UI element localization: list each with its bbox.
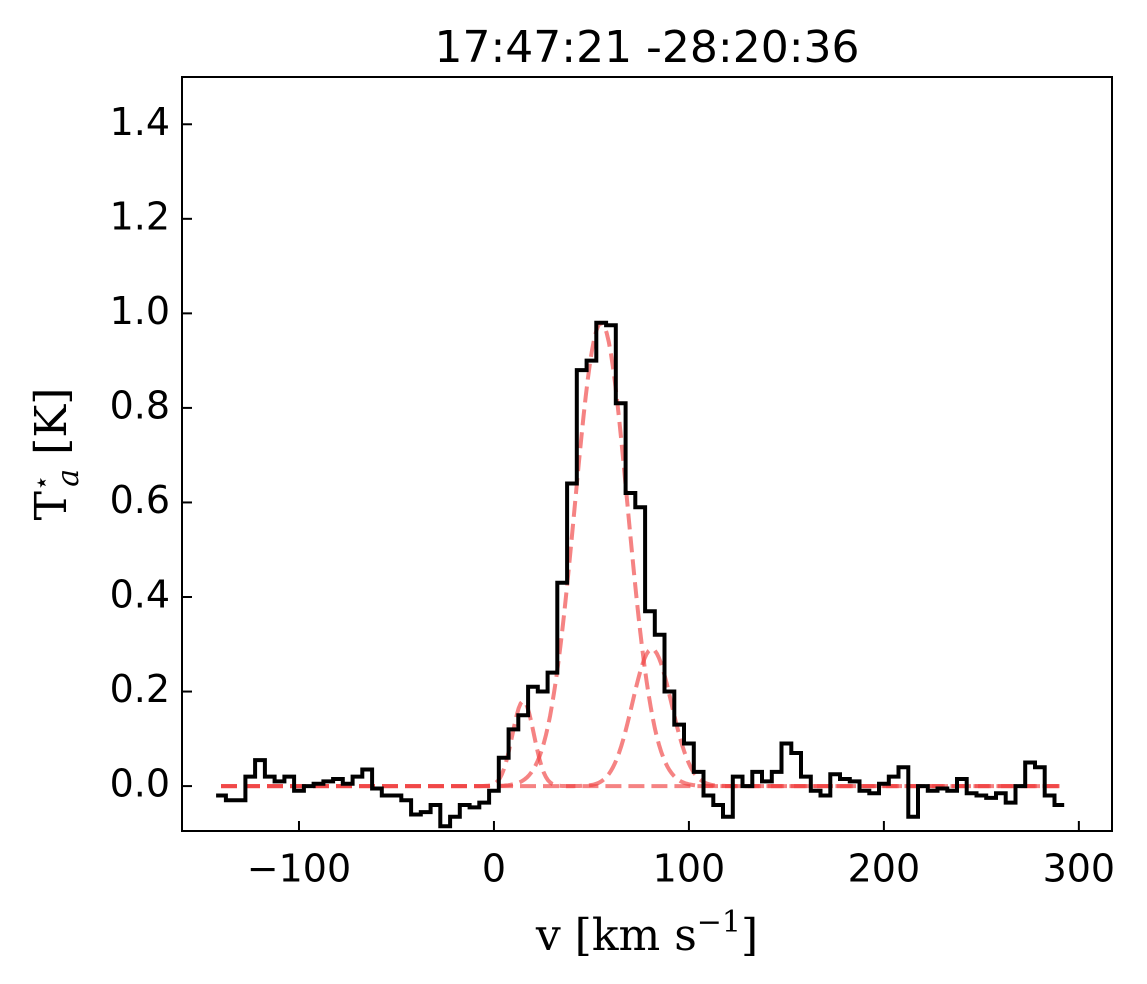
x-label-end: ] (741, 910, 758, 961)
y-tick-label: 1.0 (110, 289, 170, 333)
y-tick-label: 0.2 (110, 667, 170, 711)
y-label-sup: ⋆ (27, 475, 57, 491)
y-axis-label: T⋆a [K] (26, 388, 86, 521)
x-axis-label: v [km s−1] (535, 905, 758, 961)
y-label-unit: [K] (26, 388, 77, 469)
x-tick-label: 100 (653, 847, 726, 891)
y-label-sub: a (51, 469, 86, 487)
plot-frame (181, 76, 1113, 832)
y-tick-label: 0.8 (110, 383, 170, 427)
spectrum-line (216, 320, 1065, 829)
y-tick-label: 0.6 (110, 478, 170, 522)
x-tick-label: −100 (247, 847, 351, 891)
y-label-text: T (26, 491, 77, 520)
y-tick-label: 0.0 (110, 762, 170, 806)
x-tick-label: 0 (482, 847, 506, 891)
x-label-text: v [km s (535, 910, 697, 961)
x-tick-label: 300 (1043, 847, 1116, 891)
fit-curve (221, 698, 1060, 789)
fit-curve (221, 647, 1060, 789)
chart-title: 17:47:21 -28:20:36 (434, 22, 859, 73)
fit-curve (221, 320, 1060, 789)
y-tick-label: 1.2 (110, 194, 170, 238)
y-tick-label: 1.4 (110, 100, 170, 144)
x-label-sup: −1 (697, 905, 741, 940)
y-tick-label: 0.4 (110, 573, 170, 617)
x-tick-label: 200 (848, 847, 921, 891)
